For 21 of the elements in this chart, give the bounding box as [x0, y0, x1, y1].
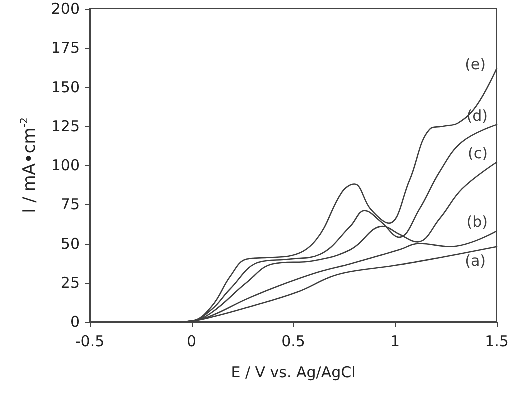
- x-tick-label: 1: [390, 332, 400, 350]
- x-axis-title: E / V vs. Ag/AgCl: [231, 364, 356, 382]
- series-label: (a): [465, 252, 486, 270]
- y-tick-label: 150: [51, 78, 80, 96]
- y-tick-label: 175: [51, 39, 80, 58]
- y-tick-label: 25: [60, 274, 80, 292]
- y-tick-label: 125: [51, 117, 80, 136]
- series-label: (b): [466, 213, 488, 232]
- y-tick-label: 50: [60, 234, 80, 253]
- y-tick-label: 75: [60, 196, 80, 214]
- x-tick-label: 0: [186, 332, 197, 350]
- y-axis-title: I / mA•cm-2: [20, 118, 40, 214]
- x-tick-label: 1.5: [485, 332, 509, 350]
- series-label: (c): [468, 144, 488, 162]
- series-label: (d): [466, 106, 488, 125]
- y-tick-label: 0: [70, 313, 80, 331]
- series-label: (e): [465, 55, 486, 74]
- x-tick-label: -0.5: [75, 332, 105, 350]
- y-tick-label: 100: [51, 156, 80, 174]
- x-tick-label: 0.5: [282, 332, 306, 350]
- y-tick-label: 200: [51, 0, 80, 18]
